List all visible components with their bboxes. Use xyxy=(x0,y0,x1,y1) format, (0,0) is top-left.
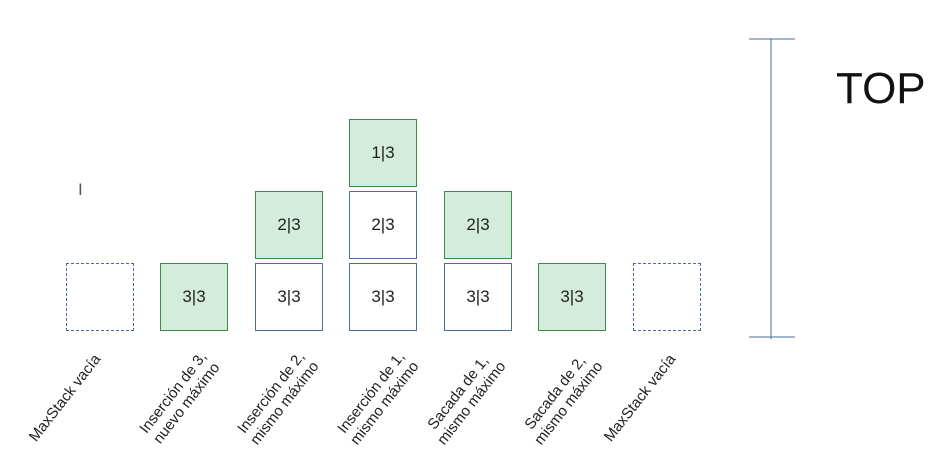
stack-cell: 3|3 xyxy=(160,263,228,331)
stack-cell: 2|3 xyxy=(255,191,323,259)
stack-cell: 2|3 xyxy=(349,191,417,259)
stack-cell: 3|3 xyxy=(444,263,512,331)
empty-stack-placeholder xyxy=(633,263,701,331)
stack-cell: 3|3 xyxy=(538,263,606,331)
stack-cell: 2|3 xyxy=(444,191,512,259)
stack-cell: 1|3 xyxy=(349,119,417,187)
stack-cell: 3|3 xyxy=(349,263,417,331)
top-label: TOP xyxy=(836,64,926,113)
stack-cell: 3|3 xyxy=(255,263,323,331)
text-cursor-icon: I xyxy=(78,180,83,199)
empty-stack-placeholder xyxy=(66,263,134,331)
